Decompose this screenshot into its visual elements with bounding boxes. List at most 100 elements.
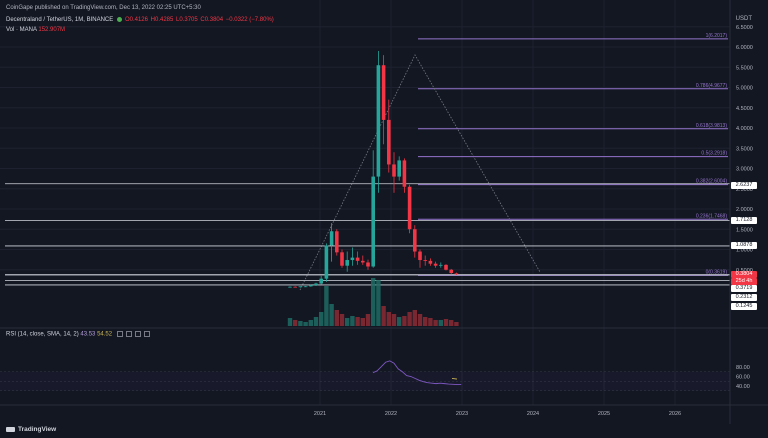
volume-bar (371, 278, 376, 326)
volume-label[interactable]: Vol · MANA (6, 27, 37, 33)
publisher-line: CoinGape published on TradingView.com, D… (6, 5, 201, 11)
high-value: H0.4285 (150, 17, 174, 24)
volume-bar (319, 312, 324, 326)
eye-icon[interactable] (125, 331, 132, 337)
time-tick-label: 2024 (527, 411, 539, 417)
volume-value: 152.907M (38, 27, 66, 33)
open-value: O0.4126 (124, 17, 148, 24)
fib-level-label: 0.786(4.9677) (696, 83, 727, 89)
brand-name: TradingView (18, 426, 57, 433)
change-value: −0.0322 (−7.80%) (225, 17, 274, 24)
trend-triangle (299, 54, 541, 291)
market-status-icon (117, 17, 123, 22)
fib-level-label: 0.236(1.7468) (696, 213, 727, 219)
volume-bar (428, 318, 433, 326)
rsi-label[interactable]: RSI (14, close, SMA, 14, 2) (6, 331, 79, 338)
volume-bar (313, 317, 319, 326)
time-tick-label: 2026 (669, 411, 681, 417)
volume-bar (324, 286, 329, 326)
candle-body (444, 264, 448, 270)
candle-body (392, 164, 396, 177)
fib-level-label: 0.382(2.6004) (696, 179, 727, 185)
price-tick-label: 3.0000 (736, 167, 753, 173)
price-tick-label: 2.0000 (736, 207, 753, 213)
fib-level-label: 0(0.3619) (706, 269, 728, 275)
tradingview-logo[interactable]: TradingView (6, 426, 56, 433)
volume-bar (449, 320, 454, 326)
candle-body (303, 286, 308, 288)
time-tick-label: 2021 (314, 411, 326, 417)
candle-body (361, 260, 365, 263)
fibonacci-retracement: 1(6.2017) 0.786(4.9677) 0.618(3.9813) 0.5(3… (299, 33, 728, 291)
volume-bars (287, 278, 459, 326)
candle-body (407, 186, 412, 230)
tradingview-logo-icon (6, 426, 15, 432)
candle-body (288, 286, 292, 288)
symbol-name[interactable]: Decentraland / TetherUS, 1M, BINANCE (6, 17, 114, 24)
fib-level-label: 0.5(3.2918) (701, 151, 727, 157)
price-tag-1.0878: 1.0878 (731, 242, 757, 249)
volume-bar (293, 320, 298, 326)
price-tick-label: 5.0000 (736, 86, 753, 92)
price-tick-label: 2.5000 (736, 187, 753, 193)
volume-bar (334, 310, 339, 326)
rsi-pane (0, 360, 730, 392)
candle-body (387, 119, 391, 165)
volume-bar (433, 320, 438, 326)
candle-body (355, 257, 360, 261)
volume-bar (386, 312, 391, 326)
candle-body (309, 285, 313, 287)
current-price-tag: 0.3804 (731, 271, 757, 278)
candlesticks (288, 51, 459, 288)
close-value: C0.3804 (200, 17, 224, 24)
volume-bar (360, 318, 365, 326)
volume-bar (355, 317, 360, 326)
volume-bar (412, 310, 417, 326)
fib-level-label: 0.618(3.9813) (696, 123, 727, 129)
candle-body (319, 278, 323, 284)
price-tag-0.1245: 0.1245 (731, 303, 757, 310)
candle-body (439, 264, 443, 266)
volume-bar (303, 322, 308, 326)
grid (0, 0, 730, 405)
currency-label: USDT (735, 16, 752, 22)
axes: 6.5000 6.0000 5.5000 5.0000 4.5000 4.0000 3.50… (0, 0, 768, 424)
volume-bar (345, 318, 350, 326)
candle-body (340, 252, 344, 266)
candle-body (381, 65, 386, 120)
volume-bar (423, 317, 428, 326)
symbol-legend: Decentraland / TetherUS, 1M, BINANCE O0.… (6, 17, 275, 23)
candle-body (433, 263, 438, 266)
candle-body (366, 262, 370, 267)
price-tick-label: 1.0000 (736, 248, 753, 254)
candle-body (454, 273, 459, 275)
candle-body (298, 286, 303, 288)
price-tick-label: 6.5000 (736, 25, 753, 31)
rsi-ma-value: 54.52 (97, 331, 113, 338)
candle-body (402, 160, 407, 187)
candle-body (397, 160, 401, 177)
volume-bar (397, 317, 402, 326)
candle-body (350, 257, 355, 261)
time-tick-label: 2022 (385, 411, 397, 417)
more-icon[interactable] (143, 331, 150, 337)
price-tick-label: 4.0000 (736, 126, 753, 132)
candle-countdown-tag: 25d 4h (731, 278, 757, 285)
close-icon[interactable] (134, 331, 141, 337)
volume-bar (350, 316, 355, 326)
volume-bar (329, 304, 334, 326)
volume-bar (298, 321, 303, 326)
settings-icon[interactable] (116, 331, 123, 337)
candle-body (423, 260, 427, 261)
time-tick-label: 2023 (456, 411, 468, 417)
rsi-tick-label: 80.00 (736, 365, 750, 371)
horizontal-lines (5, 183, 730, 286)
rsi-ma-line (451, 377, 458, 380)
candle-body (449, 269, 453, 273)
price-tick-label: 1.5000 (736, 227, 753, 233)
volume-bar (339, 314, 345, 326)
fib-level-label: 1(6.2017) (706, 33, 728, 39)
candle-body (376, 65, 381, 177)
candle-body (335, 231, 339, 253)
